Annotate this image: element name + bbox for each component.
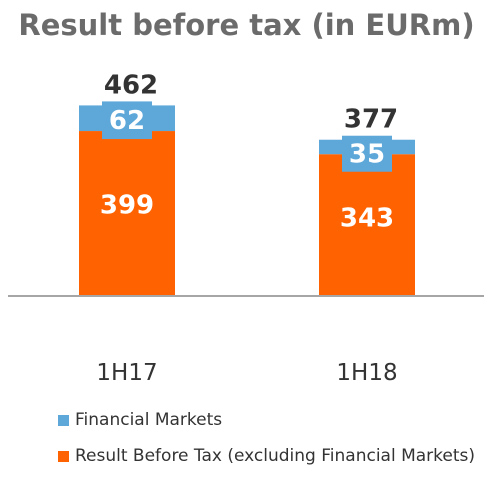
legend-label-result-before-tax: Result Before Tax (excluding Financial M… (75, 446, 476, 466)
label-box-1h17-financial-markets (102, 101, 152, 140)
legend-item-financial-markets: Financial Markets (58, 410, 222, 430)
x-tick-label-1h17: 1H17 (96, 360, 157, 386)
chart-title: Result before tax (in EURm) (18, 8, 475, 42)
value-label-1h18-financial-markets: 35 (349, 140, 385, 170)
x-tick-label-1h18: 1H18 (336, 360, 397, 386)
value-label-1h17-result-before-tax: 399 (100, 191, 154, 221)
total-label-1h18: 377 (344, 105, 398, 135)
legend-item-result-before-tax: Result Before Tax (excluding Financial M… (58, 446, 475, 466)
legend-swatch-financial-markets (58, 414, 69, 426)
legend-label-financial-markets: Financial Markets (75, 410, 223, 430)
value-label-1h17-financial-markets: 62 (109, 106, 145, 136)
bar-1h17-result-before-tax (79, 131, 175, 296)
label-box-1h18-financial-markets (342, 135, 392, 172)
bar-1h18-result-before-tax (319, 154, 415, 296)
total-label-1h17: 462 (104, 70, 158, 100)
legend-swatch-result-before-tax (58, 450, 69, 462)
value-label-1h18-result-before-tax: 343 (340, 204, 394, 234)
